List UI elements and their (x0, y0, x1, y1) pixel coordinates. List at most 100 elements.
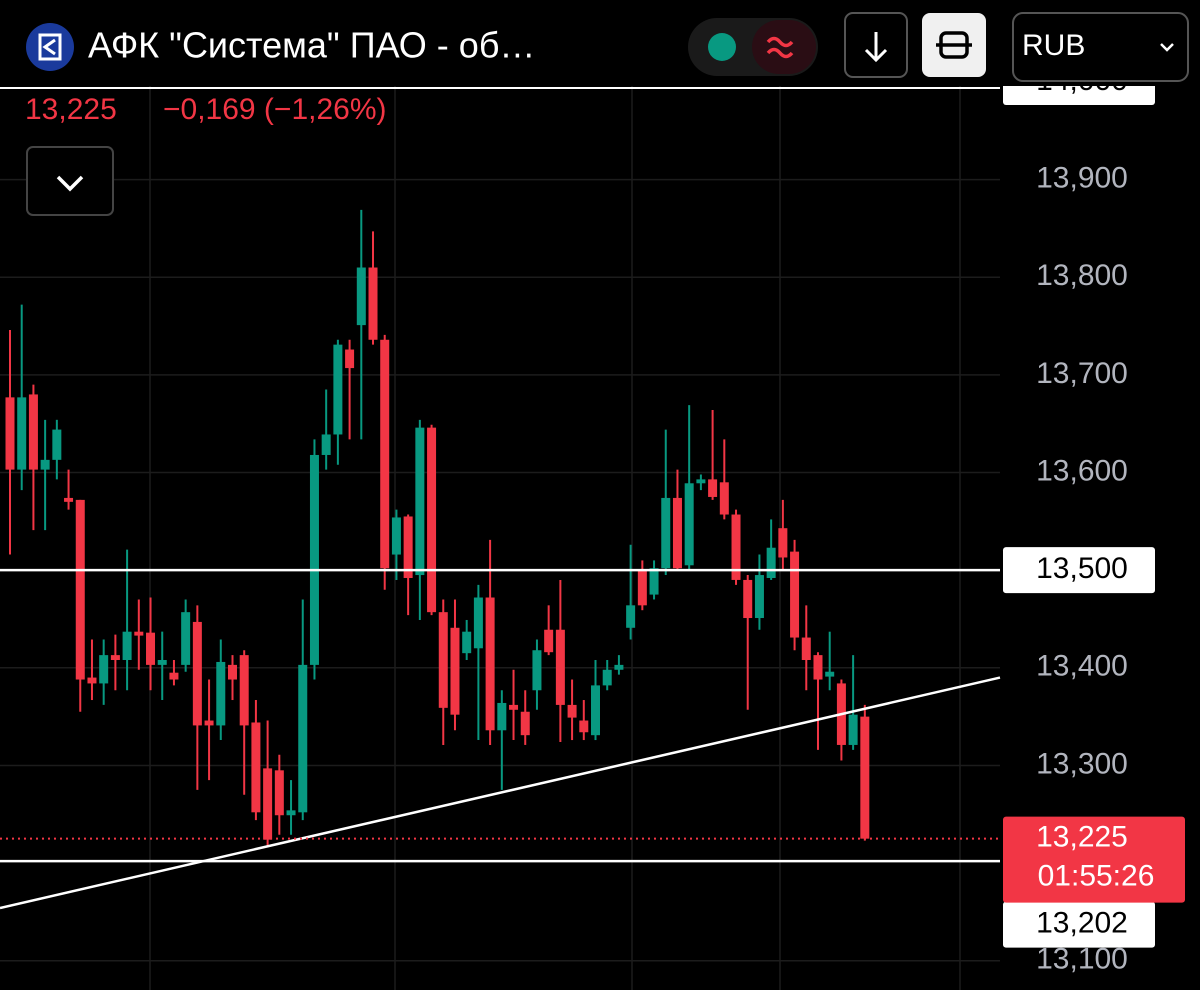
header-bg (0, 0, 1200, 86)
candle-body (64, 497, 74, 502)
candle-body (754, 575, 764, 619)
collapse-button[interactable] (26, 146, 114, 216)
wave-icon (766, 36, 794, 59)
toggle-active (752, 20, 816, 74)
candle-body (626, 605, 636, 628)
candle-body (181, 612, 191, 665)
collapse-icon (56, 175, 84, 192)
candle-body (110, 655, 120, 660)
candle-body (263, 768, 273, 840)
y-tick-label: 13,600 (1036, 454, 1128, 487)
countdown: 01:55:26 (1038, 860, 1155, 893)
y-tick-label: 13,800 (1036, 259, 1128, 292)
last-price-box (1003, 816, 1185, 903)
candle-body (122, 631, 132, 660)
candle-body (345, 349, 355, 369)
candle-body (227, 664, 237, 680)
header: АФК "Система" ПАО - об… RUB 13,225 −0,16… (0, 0, 1200, 216)
currency: RUB (1022, 29, 1085, 62)
level-label: 13,202 (1036, 907, 1128, 940)
logo-mark (42, 38, 56, 56)
candle-body (40, 459, 50, 470)
candle-body (696, 479, 706, 484)
candle-body (497, 702, 507, 731)
candle-body (778, 528, 788, 558)
candle-body (602, 669, 612, 686)
candle-body (251, 722, 261, 813)
candle-body (298, 664, 308, 813)
candle-body (731, 514, 741, 580)
candle-body (321, 434, 331, 455)
candle-body (567, 704, 577, 718)
candle-body (286, 810, 296, 816)
candle-body (75, 499, 85, 680)
candle-body (708, 479, 718, 497)
candle-body (427, 427, 437, 613)
candle-body (380, 339, 390, 569)
candle-body (579, 720, 589, 733)
candle-body (99, 655, 109, 684)
candle-body (520, 711, 530, 736)
logo-mark (38, 33, 62, 61)
candle-body (614, 664, 624, 670)
last-price-label: 13,225 (1036, 821, 1128, 854)
candle-body (157, 660, 167, 665)
candle-body (860, 716, 870, 839)
candle-body (813, 655, 823, 680)
candle-body (790, 551, 800, 638)
candle-body (87, 677, 97, 684)
logo (26, 23, 74, 71)
candle-body (825, 671, 835, 677)
candle-body (438, 612, 448, 708)
candle-body (134, 631, 144, 636)
candle-body (684, 483, 694, 566)
last-price: 13,225 (25, 93, 117, 126)
candle-body (509, 704, 519, 710)
plot (0, 80, 1001, 962)
candle-body (52, 429, 62, 460)
toggle-dot (708, 33, 736, 61)
trendline (0, 676, 1001, 910)
y-tick-label: 13,700 (1036, 357, 1128, 390)
candle-body (637, 570, 647, 606)
level-label: 13,500 (1036, 552, 1128, 585)
candle-body (216, 661, 226, 726)
y-tick-label: 13,900 (1036, 162, 1128, 195)
candle-body (743, 579, 753, 619)
candle-body (719, 482, 729, 515)
candle-body (462, 631, 472, 654)
y-tick-label: 13,100 (1036, 943, 1128, 976)
down-icon (864, 32, 888, 63)
candle-body (28, 394, 38, 470)
candle-body (333, 344, 343, 435)
candle-body (391, 517, 401, 555)
candle-body (532, 650, 542, 691)
candle-body (204, 720, 214, 726)
candle-body (192, 621, 202, 726)
currency-select[interactable] (1012, 12, 1189, 82)
candle-body (309, 454, 319, 665)
y-tick-label: 13,400 (1036, 650, 1128, 683)
price-change: −0,169 (−1,26%) (163, 93, 387, 126)
level-label-box (1003, 901, 1155, 948)
candle-body (356, 267, 366, 326)
candle-body (801, 637, 811, 660)
candle-body (485, 597, 495, 731)
candle-body (274, 770, 284, 816)
select-chevron (1160, 43, 1174, 52)
candle-body (403, 516, 413, 578)
candle-body (766, 547, 776, 578)
candle-body (415, 427, 425, 576)
candle-body (555, 629, 565, 705)
candle-body (591, 685, 600, 736)
candle-body (649, 568, 659, 595)
candle-body (169, 672, 179, 680)
candle-body (17, 397, 27, 470)
y-tick-label: 13,300 (1036, 747, 1128, 780)
candle-body (450, 627, 460, 715)
candle-body (544, 629, 554, 653)
